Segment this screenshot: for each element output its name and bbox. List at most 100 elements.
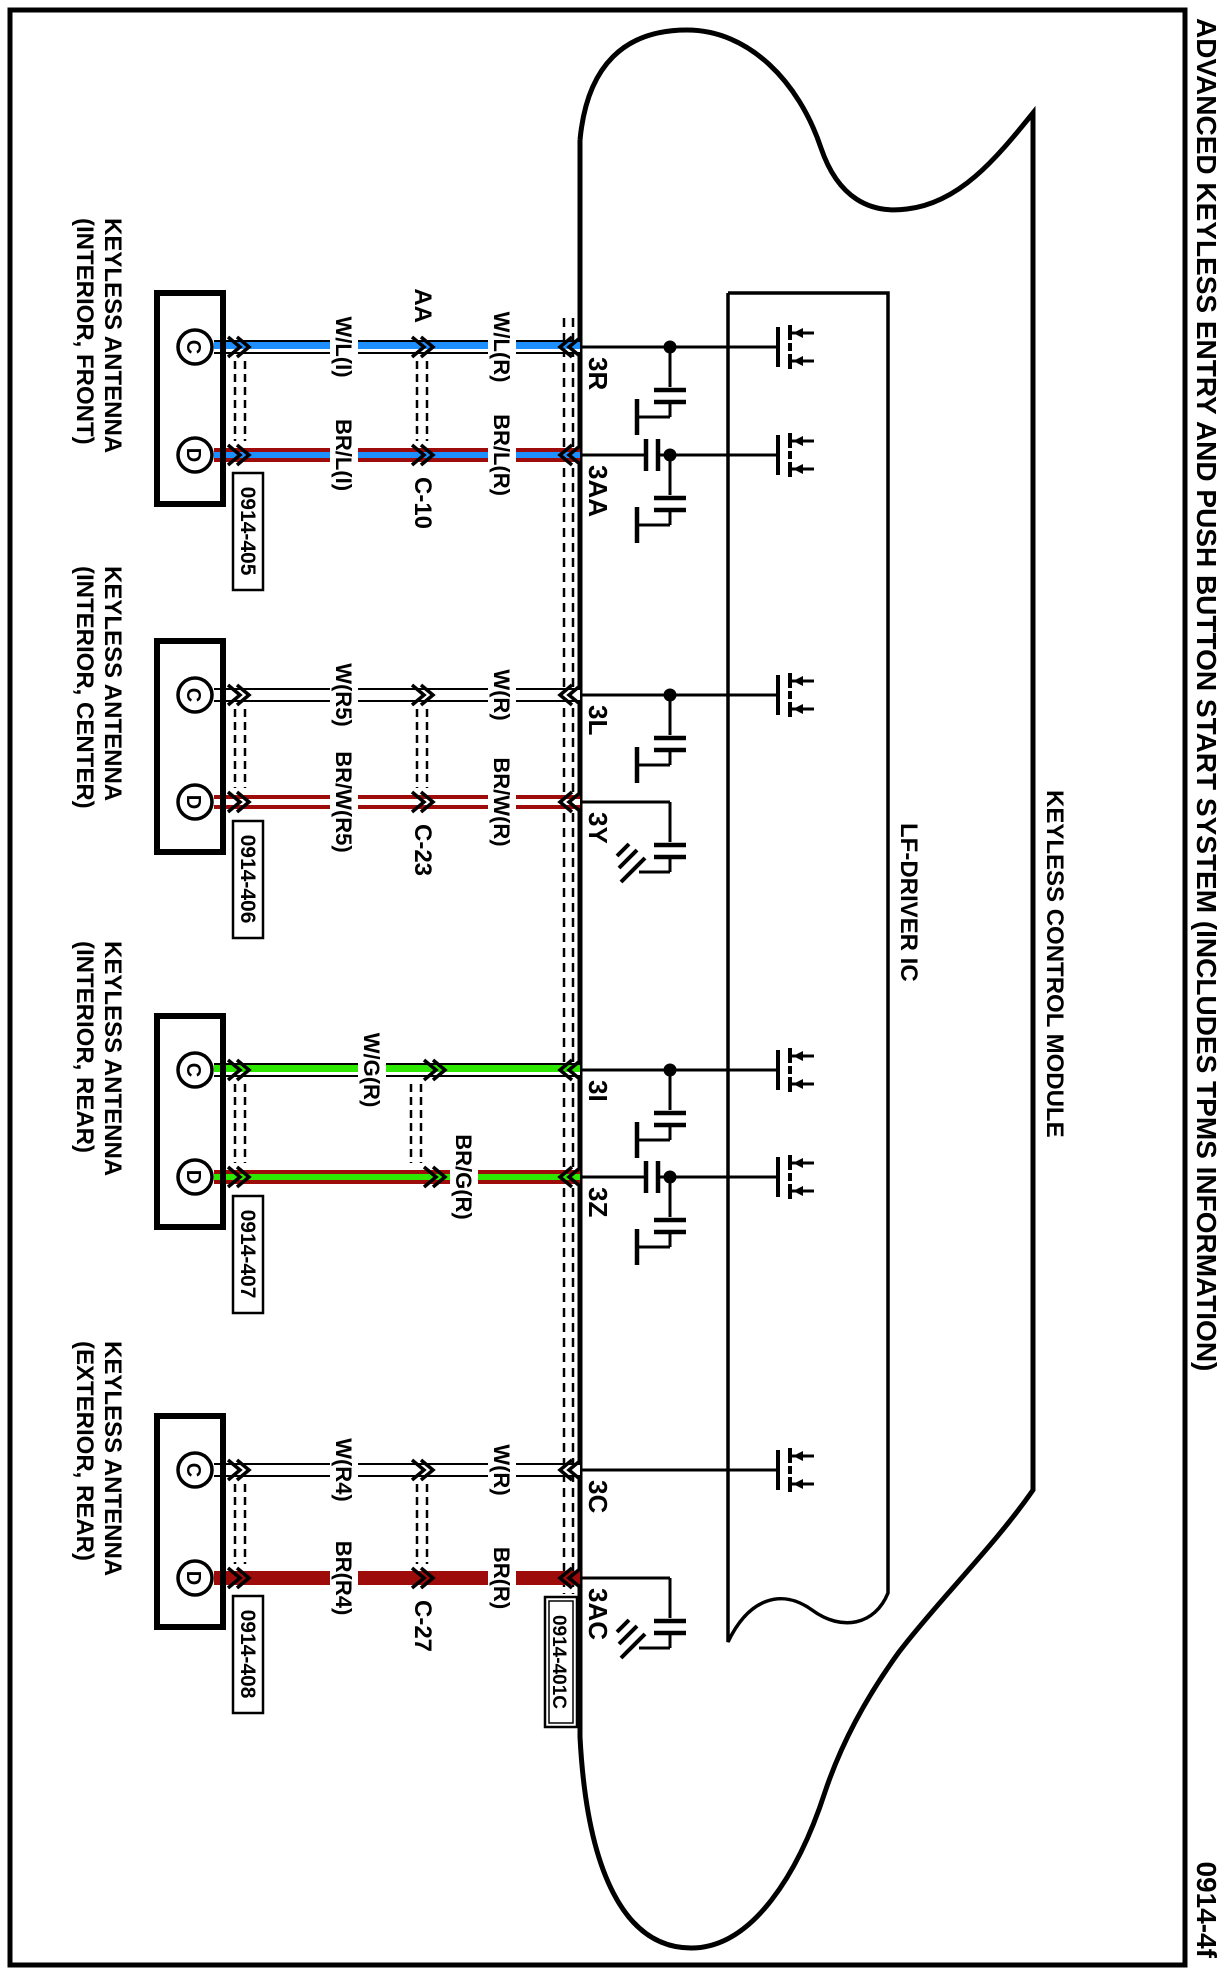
antenna-pin-letter: D: [182, 795, 204, 809]
pin-label-3y: 3Y: [583, 812, 613, 844]
antenna-box: [154, 1413, 226, 1630]
wire-w: [214, 688, 580, 690]
antenna-pin-letter: C: [182, 688, 204, 702]
antenna-box: [154, 1013, 226, 1230]
shield-connector-tag-label: 0914-401C: [548, 1615, 569, 1709]
pin-circle: [176, 1559, 214, 1597]
connector-chevron-icon: [557, 335, 574, 359]
mosfet-arrow-icon: [793, 1451, 803, 1461]
wire-label: BR/W(R5): [331, 751, 356, 852]
connector-chevron-icon: [410, 1458, 427, 1482]
antenna-connector-tag-label: 0914-407: [236, 1210, 259, 1299]
connector-chevron-icon: [422, 1058, 439, 1082]
wire-label: W(R4): [331, 1438, 356, 1502]
label-backing: [330, 309, 358, 385]
antenna-connector-tag-label: 0914-405: [236, 487, 259, 576]
mosfet-arrow-icon: [793, 676, 803, 686]
antenna-connector-tag-label: 0914-408: [236, 1610, 259, 1699]
connector-chevron-icon: [410, 1566, 427, 1590]
label-backing: [488, 1444, 516, 1496]
mosfet-arrow-icon: [793, 1051, 803, 1061]
connector-chevron-icon: [419, 790, 436, 814]
pin-label-3i: 3I: [583, 1080, 613, 1102]
antenna-box: [154, 290, 226, 507]
label-backing: [330, 1540, 358, 1616]
label-backing: [488, 758, 516, 846]
label-backing: [488, 309, 516, 385]
wire-w-g: [214, 1065, 580, 1072]
wire-w-l: [214, 340, 580, 342]
connector-chevron-icon: [431, 1058, 448, 1082]
chassis-ground-icon: [615, 842, 631, 858]
pin-circle: [176, 676, 214, 714]
chassis-ground-icon: [617, 1624, 639, 1646]
connector-chevron-icon: [566, 1566, 583, 1590]
connector-chevron-icon: [422, 1165, 439, 1189]
antenna-name-label: (EXTERIOR, REAR): [71, 1341, 98, 1561]
wire-w-g: [214, 1063, 580, 1065]
wire-w-g: [214, 1075, 580, 1077]
connector-chevron-icon: [226, 1566, 243, 1590]
antenna-name-label: (INTERIOR, CENTER): [71, 566, 98, 809]
wire-br-w: [214, 795, 580, 799]
diagram-title: ADVANCED KEYLESS ENTRY AND PUSH BUTTON S…: [1191, 18, 1222, 1371]
wire-br-g: [214, 1180, 580, 1184]
antenna-pin-letter: C: [182, 1463, 204, 1477]
antenna-pin-letter: D: [182, 1571, 204, 1585]
pin-label-3l: 3L: [583, 705, 613, 735]
pin-label-3ac: 3AC: [583, 1588, 613, 1640]
antenna-name-label: (INTERIOR, FRONT): [71, 218, 98, 445]
connector-chevron-icon: [226, 443, 243, 467]
wire-label: W/L(R): [489, 312, 514, 383]
wire-label: W/L(I): [331, 316, 356, 377]
connector-chevron-icon: [226, 683, 243, 707]
connector-chevron-icon: [226, 335, 243, 359]
connector-chevron-icon: [557, 1458, 574, 1482]
wire-label: W(R5): [331, 663, 356, 727]
connector-chevron-icon: [235, 443, 252, 467]
connector-chevron-icon: [410, 443, 427, 467]
chassis-ground-icon: [617, 848, 639, 870]
connector-chevron-icon: [566, 335, 583, 359]
wire-br-l: [214, 458, 580, 462]
label-backing: [330, 1438, 358, 1502]
connector-chevron-icon: [235, 1058, 252, 1082]
label-backing: [488, 411, 516, 499]
connector-chevron-icon: [235, 683, 252, 707]
chassis-ground-icon: [615, 1618, 631, 1634]
antenna-connector-tag: [231, 471, 265, 592]
connector-chevron-icon: [566, 1458, 583, 1482]
label-backing: [330, 663, 358, 727]
connector-chevron-icon: [566, 790, 583, 814]
wire-w: [214, 1465, 580, 1475]
mosfet-arrow-icon: [793, 1479, 803, 1489]
antenna-pin-letter: D: [182, 1170, 204, 1184]
inline-connector-number: C-23: [409, 824, 436, 876]
wire-w-l: [214, 342, 580, 349]
connector-chevron-icon: [557, 1165, 574, 1189]
antenna-name-label: KEYLESS ANTENNA: [99, 218, 126, 453]
pin-circle: [176, 1158, 214, 1196]
connector-chevron-icon: [566, 1058, 583, 1082]
wire-label: BR/W(R): [489, 757, 514, 846]
label-backing: [330, 753, 358, 851]
label-backing: [488, 1546, 516, 1610]
pin-circle: [176, 1051, 214, 1089]
connector-chevron-icon: [419, 443, 436, 467]
wire-label: BR/L(R): [489, 414, 514, 496]
pin-label-3z: 3Z: [583, 1187, 613, 1217]
inline-connector-number: C-10: [409, 477, 436, 529]
antenna-box: [154, 638, 226, 855]
label-backing: [488, 669, 516, 721]
mosfet-arrow-icon: [793, 328, 803, 338]
wire-br-w: [214, 799, 580, 805]
wire-label: BR(R4): [331, 1541, 356, 1616]
label-backing: [330, 411, 358, 499]
mosfet-arrow-icon: [793, 1158, 803, 1168]
wire-w: [214, 1475, 580, 1477]
antenna-pin-letter: D: [182, 448, 204, 462]
connector-chevron-icon: [235, 1458, 252, 1482]
